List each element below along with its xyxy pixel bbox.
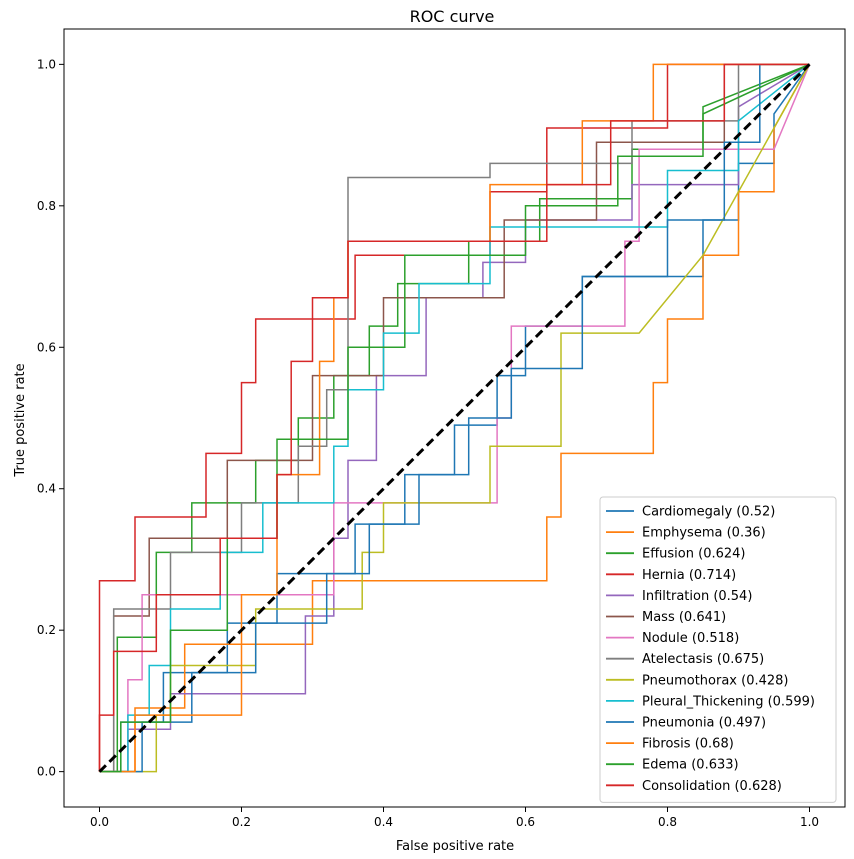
legend-label: Pleural_Thickening (0.599)	[642, 694, 815, 709]
y-tick-label: 1.0	[37, 57, 56, 71]
y-tick-label: 0.2	[37, 623, 56, 637]
roc-line-emphysema	[99, 64, 811, 773]
legend-label: Nodule (0.518)	[642, 631, 739, 646]
x-tick-label: 0.0	[90, 815, 109, 829]
roc-line-pneumonia	[99, 63, 810, 773]
axes: 0.0 0.2 0.4 0.6 0.8 1.0 0.0 0.2 0.4 0.6 0.8 1.0	[37, 28, 846, 829]
chart-title: ROC curve	[410, 7, 495, 26]
legend-label: Mass (0.641)	[642, 610, 726, 625]
legend-label: Pneumonia (0.497)	[642, 716, 766, 731]
legend-label: Fibrosis (0.68)	[642, 737, 734, 752]
legend: Cardiomegaly (0.52) Emphysema (0.36) Effus…	[599, 496, 837, 803]
plot-area	[98, 63, 811, 773]
legend-label: Infiltration (0.54)	[642, 589, 752, 604]
x-tick-label: 0.8	[658, 815, 677, 829]
roc-line-fibrosis	[99, 63, 810, 773]
legend-label: Emphysema (0.36)	[642, 526, 766, 541]
legend-label: Pneumothorax (0.428)	[642, 673, 789, 688]
roc-line-edema	[99, 63, 810, 773]
legend-label: Cardiomegaly (0.52)	[642, 505, 775, 520]
x-tick-label: 0.6	[516, 815, 535, 829]
y-tick-label: 0.6	[37, 340, 56, 354]
legend-label: Consolidation (0.628)	[642, 779, 782, 794]
y-tick-label: 0.8	[37, 199, 56, 213]
y-axis-title: True positive rate	[13, 363, 28, 477]
plot-frame	[63, 28, 846, 808]
legend-label: Atelectasis (0.675)	[642, 652, 764, 667]
y-tick-label: 0.4	[37, 482, 56, 496]
legend-box	[599, 496, 837, 803]
legend-label: Edema (0.633)	[642, 758, 739, 773]
roc-line-consolidation	[98, 63, 810, 772]
x-tick-label: 0.4	[374, 815, 393, 829]
x-tick-label: 0.2	[232, 815, 251, 829]
legend-label: Effusion (0.624)	[642, 547, 745, 562]
x-tick-label: 1.0	[800, 815, 819, 829]
y-tick-label: 0.0	[37, 765, 56, 779]
legend-label: Hernia (0.714)	[642, 568, 736, 583]
x-axis-title: False positive rate	[396, 839, 514, 854]
roc-line-hernia	[98, 63, 810, 772]
roc-line-pleural-thickening	[99, 63, 810, 773]
